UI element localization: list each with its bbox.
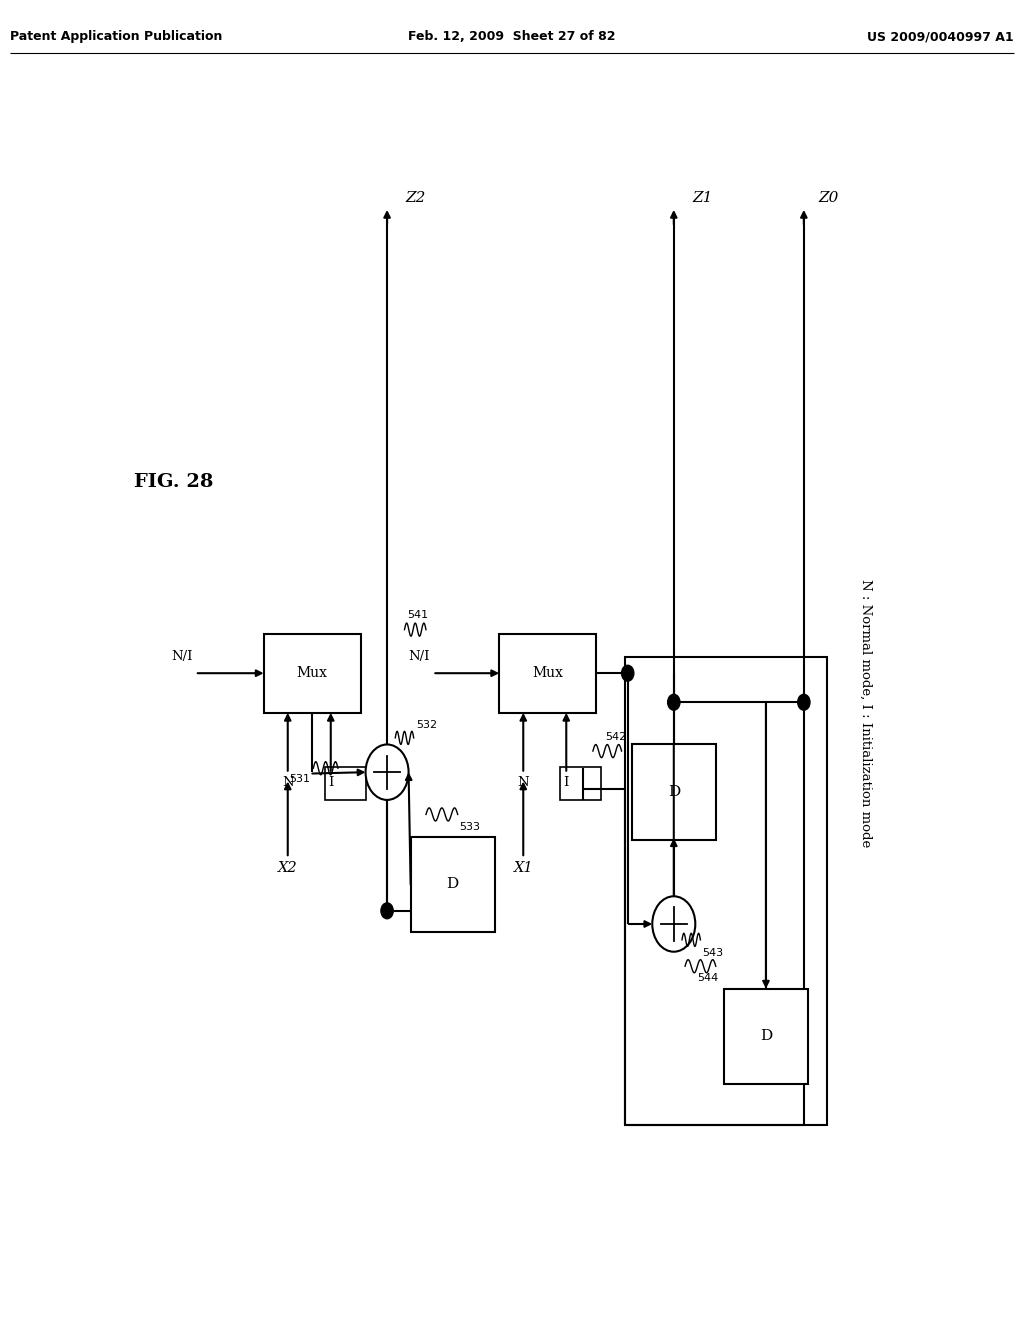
Text: X1: X1 [513,861,534,875]
Text: N : Normal mode, I : Initialization mode: N : Normal mode, I : Initialization mode [859,578,871,847]
Bar [625,657,827,1125]
Text: 541: 541 [407,610,428,620]
Text: 542: 542 [605,731,627,742]
Circle shape [652,896,695,952]
Bar [264,634,361,713]
Bar [411,837,495,932]
Text: D: D [760,1030,772,1043]
Circle shape [668,694,680,710]
Text: N/I: N/I [171,649,193,663]
Circle shape [798,694,810,710]
Text: Z2: Z2 [406,190,426,205]
Text: Feb. 12, 2009  Sheet 27 of 82: Feb. 12, 2009 Sheet 27 of 82 [409,30,615,44]
Text: X2: X2 [278,861,298,875]
Bar [560,767,601,800]
Text: I: I [563,776,569,789]
Circle shape [366,744,409,800]
Text: Mux: Mux [532,667,563,680]
Text: US 2009/0040997 A1: US 2009/0040997 A1 [867,30,1014,44]
Bar [632,744,716,840]
Text: Mux: Mux [297,667,328,680]
Text: 543: 543 [702,948,724,958]
Text: Z1: Z1 [692,190,713,205]
Text: I: I [328,776,334,789]
Circle shape [622,665,634,681]
Text: D: D [668,785,680,799]
Text: Z0: Z0 [818,190,839,205]
Text: D: D [446,878,459,891]
Bar [500,634,596,713]
Text: 531: 531 [289,774,310,784]
Text: N: N [282,776,294,789]
Text: N: N [517,776,529,789]
Text: 533: 533 [459,821,480,832]
Bar [724,989,808,1084]
Text: 532: 532 [416,719,437,730]
Bar [325,767,366,800]
Text: Patent Application Publication: Patent Application Publication [10,30,222,44]
Text: FIG. 28: FIG. 28 [134,473,214,491]
Text: N/I: N/I [409,649,430,663]
Circle shape [381,903,393,919]
Text: 544: 544 [697,973,719,983]
